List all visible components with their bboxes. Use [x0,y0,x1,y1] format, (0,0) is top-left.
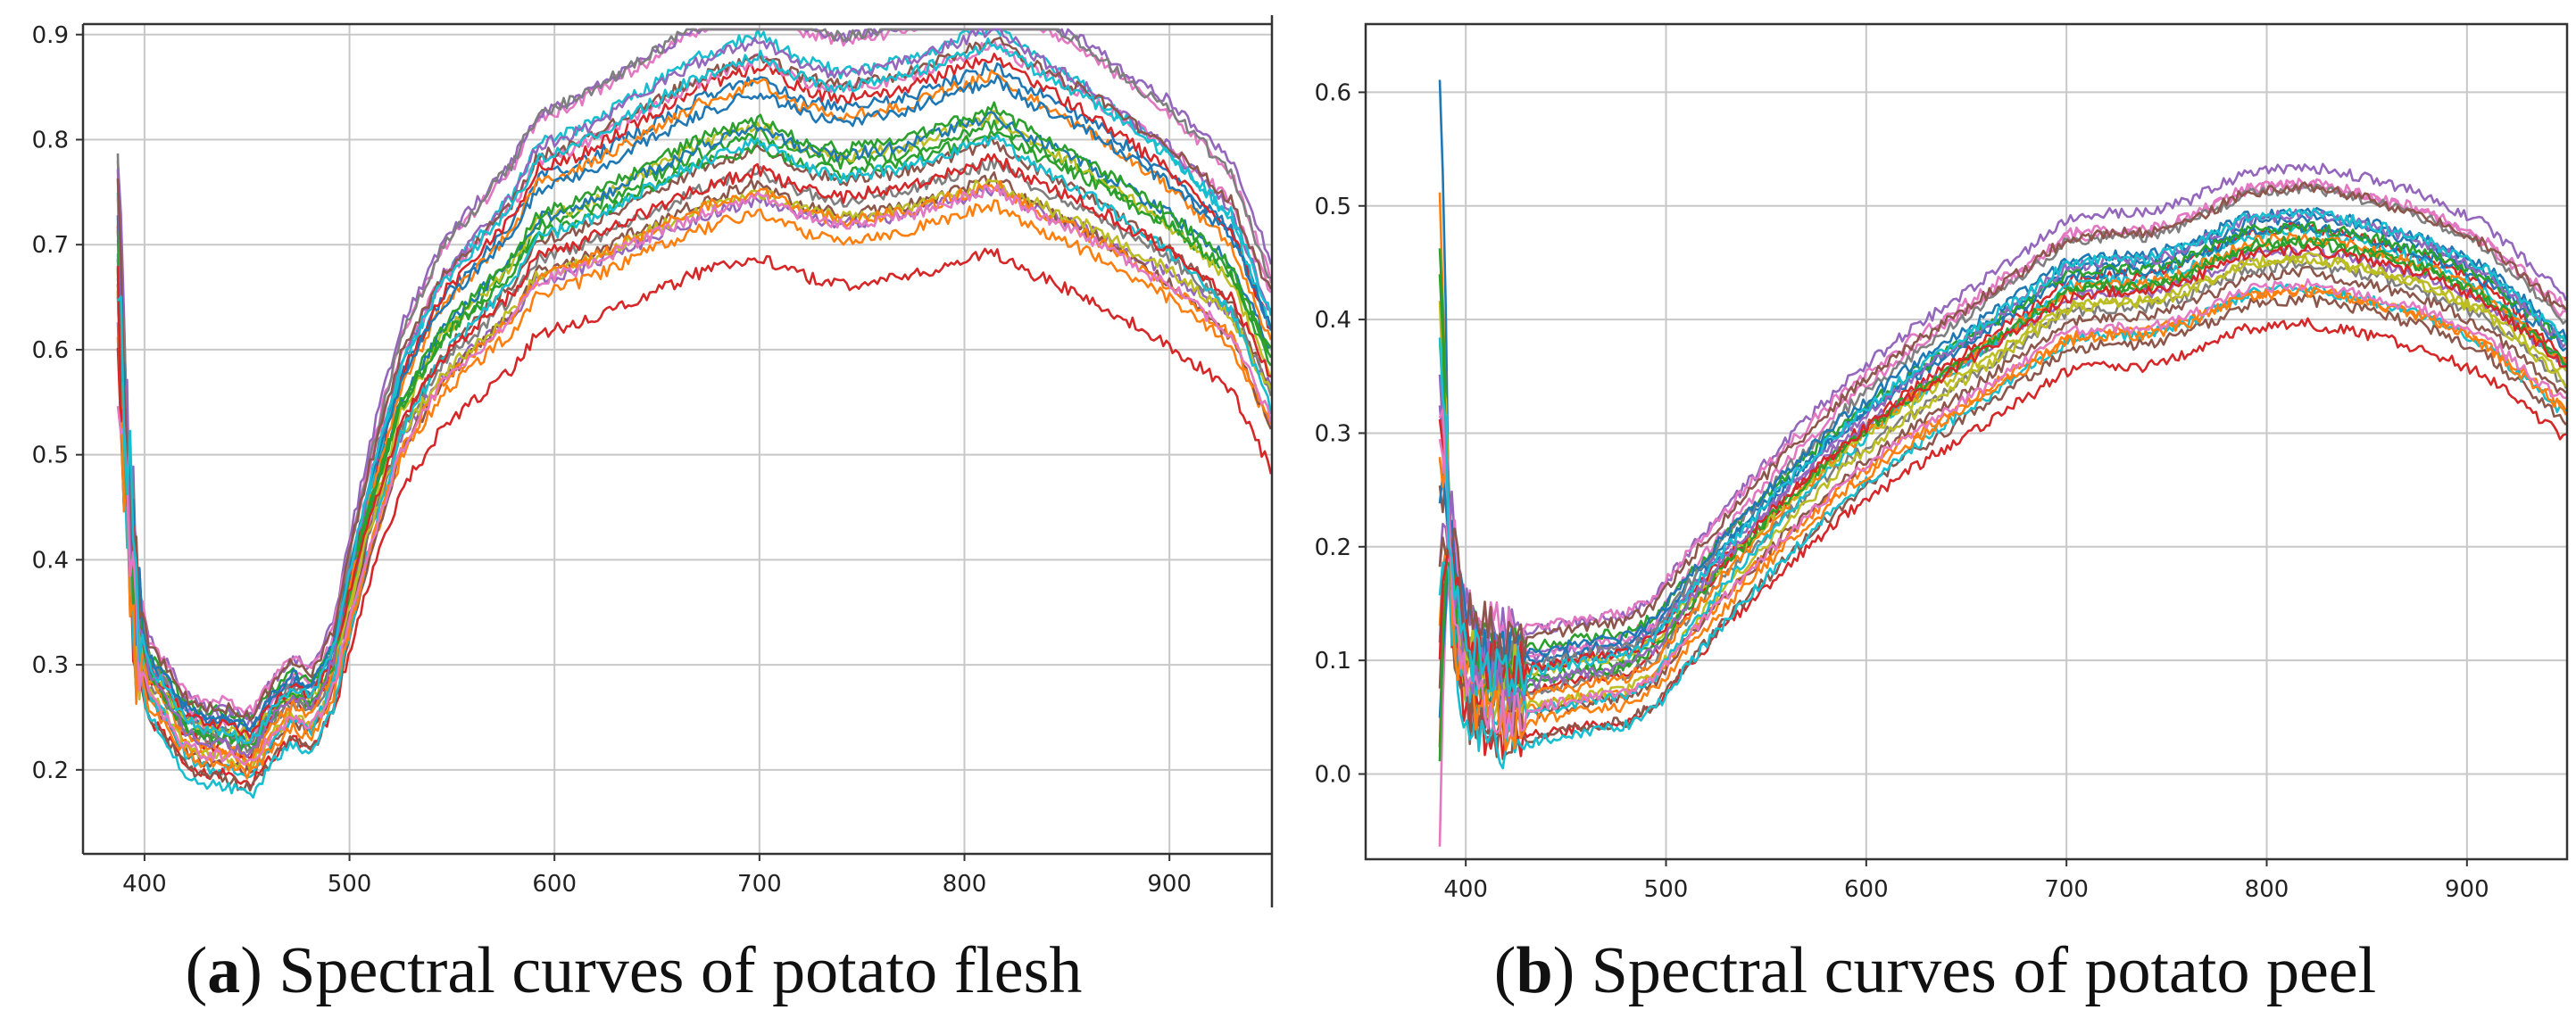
x-tick-label: 400 [1443,876,1488,903]
series-line-sample-20 [116,133,1273,799]
x-tick-label: 500 [328,871,372,898]
series-line-sample-21 [1438,207,2568,674]
series-line-sample-22 [1438,286,2568,751]
series-line-sample-26 [116,36,1273,722]
x-tick-label: 400 [122,871,167,898]
y-tick-label: 0.3 [32,652,69,679]
series-line-sample-11 [1438,220,2567,718]
y-tick-label: 0.5 [32,443,69,469]
series-line-sample-25 [1438,208,2567,710]
series-line-sample-28 [1438,207,2568,698]
y-tick-label: 0.6 [32,337,69,364]
x-tick-label: 800 [943,871,987,898]
panel-b-caption-label: b [1516,934,1552,1007]
y-tick-label: 0.4 [32,547,69,574]
panel-b-tick-labels: 400 500 600 700 800 900 0.0 0.1 0.2 0.3 0.4 0.5 0.6 [1315,79,2489,903]
series-line-sample-26 [1438,181,2567,668]
panel-a-caption-label: a [207,934,240,1007]
y-tick-label: 0.1 [1315,648,1351,675]
series-line-sample-23 [1438,235,2567,708]
panel-b-peel-chart: 400 500 600 700 800 9000.00.10.20.30.40.50.6 … [1315,22,2569,1007]
series-line-sample-27 [116,184,1273,766]
y-tick-label: 0.2 [1315,534,1351,561]
series-line-sample-27 [1438,277,2567,740]
axes-frame [1364,22,2569,861]
y-tick-label: 0.2 [32,758,69,784]
panel-a-tick-labels: 400 500 600 700 800 900 0.2 0.3 0.4 0.5 0.6 0.7 0.8 0… [32,22,1192,898]
series-line-sample-21 [116,74,1273,731]
series-line-sample-23 [116,101,1273,752]
x-tick-label: 900 [2445,876,2489,903]
panel-a-series [116,28,1273,799]
panel-a-axes [76,15,1274,907]
panel-a-caption-text: Spectral curves of potato flesh [278,934,1082,1007]
x-tick-label: 900 [1147,871,1192,898]
panel-b-grid [1366,24,2567,859]
y-tick-label: 0.3 [1315,420,1351,447]
x-tick-label: 700 [2044,876,2089,903]
y-tick-label: 0.6 [1315,79,1351,106]
panel-a-caption: (a) Spectral curves of potato flesh [186,934,1083,1007]
series-line-sample-28 [116,37,1273,744]
x-tick-label: 700 [737,871,782,898]
y-tick-label: 0.4 [1315,307,1351,334]
series-line-sample-10 [116,28,1273,779]
series-line-sample-12 [116,69,1273,767]
series-line-sample-25 [116,28,1272,758]
x-tick-label: 500 [1644,876,1689,903]
panel-b-caption-text: Spectral curves of potato peel [1591,934,2376,1007]
panel-b-axes [1359,22,2569,866]
x-tick-label: 600 [532,871,577,898]
y-tick-label: 0.5 [1315,194,1351,220]
y-tick-label: 0.0 [1315,761,1351,788]
y-tick-label: 0.9 [32,22,69,49]
y-tick-label: 0.7 [32,232,69,259]
series-line-sample-4 [116,53,1272,760]
x-tick-label: 800 [2245,876,2289,903]
x-tick-label: 600 [1844,876,1889,903]
series-line-sample-17 [1438,178,2567,659]
series-line-sample-14 [116,247,1273,788]
panel-b-caption: (b) Spectral curves of potato peel [1494,934,2376,1007]
y-tick-label: 0.8 [32,127,69,153]
panel-b-series [1438,79,2568,847]
